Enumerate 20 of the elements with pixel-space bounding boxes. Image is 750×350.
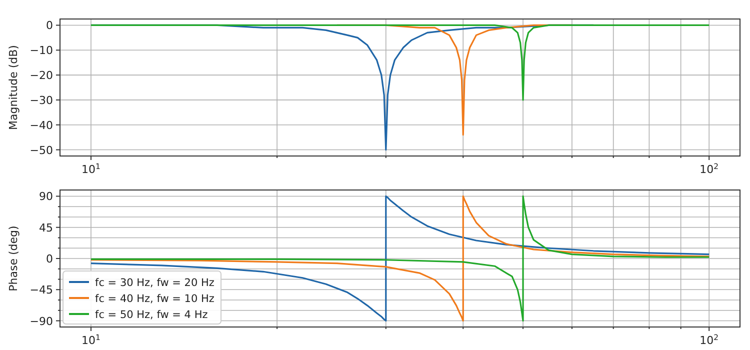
- y-tick-label: 90: [39, 190, 53, 204]
- y-tick-label: −90: [30, 314, 53, 328]
- legend-label: fc = 30 Hz, fw = 20 Hz: [95, 277, 215, 289]
- y-tick-label: −20: [30, 69, 53, 82]
- y-tick-label: 0: [46, 19, 53, 32]
- x-tick-label: 10$^{2}$: [700, 162, 719, 176]
- y-axis-title: Magnitude (dB): [7, 45, 20, 130]
- y-tick-label: 45: [39, 221, 53, 234]
- y-tick-label: −30: [30, 94, 53, 107]
- y-tick-label: 0: [46, 252, 53, 266]
- x-tick-label: 10$^{1}$: [82, 332, 101, 347]
- legend-label: fc = 40 Hz, fw = 10 Hz: [95, 293, 215, 305]
- y-tick-label: −40: [30, 118, 53, 132]
- y-tick-label: −10: [30, 44, 53, 58]
- y-tick-label: −50: [30, 144, 53, 157]
- x-tick-label: 10$^{2}$: [700, 332, 719, 347]
- legend-label: fc = 50 Hz, fw = 4 Hz: [95, 309, 208, 321]
- y-tick-label: −45: [30, 284, 53, 297]
- x-tick-label: 10$^{1}$: [82, 162, 101, 176]
- y-axis-title: Phase (deg): [7, 226, 20, 292]
